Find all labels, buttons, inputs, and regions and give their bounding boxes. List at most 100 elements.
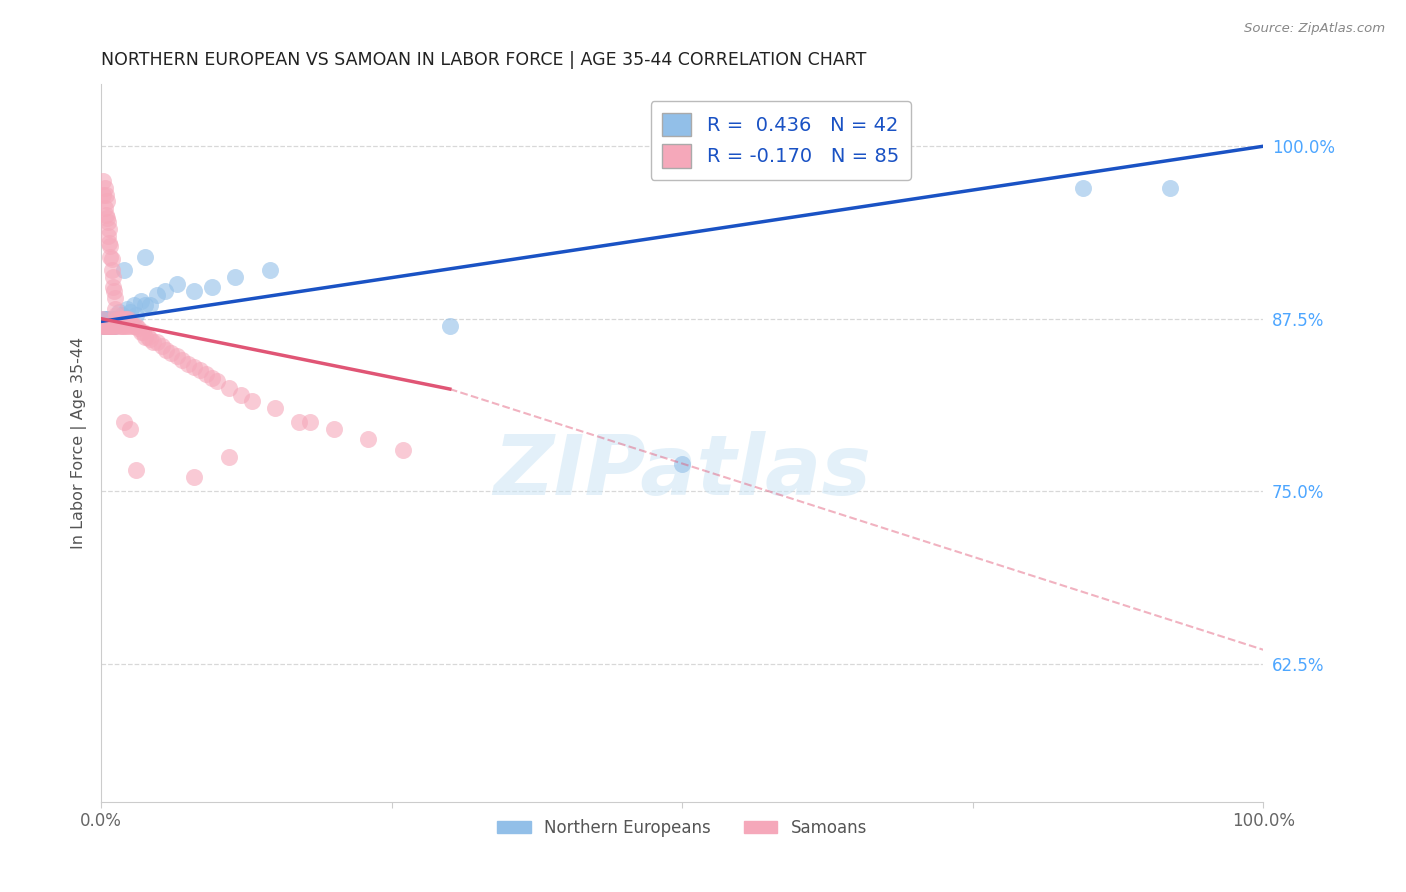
Point: [121, 318, 143, 333]
Point: [132, 326, 155, 340]
Point: [93, 187, 115, 202]
Point: [120, 305, 142, 319]
Point: [127, 321, 149, 335]
Point: [105, 311, 128, 326]
Point: [105, 308, 128, 322]
Point: [224, 270, 246, 285]
Point: [194, 367, 217, 381]
Point: [98, 311, 121, 326]
Point: [139, 332, 162, 346]
Point: [104, 318, 127, 333]
Point: [134, 329, 156, 343]
Point: [91, 318, 114, 333]
Point: [100, 318, 122, 333]
Point: [218, 381, 240, 395]
Point: [100, 250, 122, 264]
Point: [114, 311, 136, 326]
Point: [134, 250, 156, 264]
Point: [120, 316, 142, 330]
Point: [218, 450, 240, 464]
Point: [93, 318, 115, 333]
Point: [93, 318, 115, 333]
Point: [98, 318, 121, 333]
Point: [100, 318, 122, 333]
Point: [108, 311, 131, 326]
Point: [91, 311, 114, 326]
Point: [98, 318, 121, 333]
Point: [183, 470, 205, 484]
Point: [94, 208, 117, 222]
Point: [111, 311, 134, 326]
Point: [111, 308, 134, 322]
Point: [91, 311, 114, 326]
Point: [357, 432, 380, 446]
Point: [96, 318, 118, 333]
Point: [98, 235, 121, 250]
Point: [101, 270, 124, 285]
Point: [103, 311, 125, 326]
Point: [108, 311, 131, 326]
Point: [146, 335, 169, 350]
Point: [112, 263, 135, 277]
Point: [112, 318, 135, 333]
Point: [125, 463, 148, 477]
Point: [110, 318, 132, 333]
Point: [97, 318, 120, 333]
Point: [136, 329, 159, 343]
Point: [93, 202, 115, 216]
Point: [100, 263, 122, 277]
Point: [96, 211, 118, 225]
Point: [322, 422, 344, 436]
Point: [97, 215, 120, 229]
Point: [94, 318, 117, 333]
Point: [122, 318, 145, 333]
Point: [100, 238, 122, 252]
Point: [112, 311, 135, 326]
Point: [129, 293, 152, 308]
Text: Source: ZipAtlas.com: Source: ZipAtlas.com: [1244, 22, 1385, 36]
Point: [166, 349, 188, 363]
Point: [101, 318, 124, 333]
Point: [101, 318, 124, 333]
Point: [100, 316, 122, 330]
Point: [104, 291, 127, 305]
Point: [200, 371, 222, 385]
Point: [183, 359, 205, 374]
Point: [93, 180, 115, 194]
Point: [93, 311, 115, 326]
Point: [139, 298, 162, 312]
Point: [392, 442, 415, 457]
Point: [104, 318, 127, 333]
Point: [129, 326, 152, 340]
Point: [1159, 180, 1181, 194]
Point: [103, 284, 125, 298]
Point: [107, 311, 129, 326]
Text: NORTHERN EUROPEAN VS SAMOAN IN LABOR FORCE | AGE 35-44 CORRELATION CHART: NORTHERN EUROPEAN VS SAMOAN IN LABOR FOR…: [101, 51, 866, 69]
Point: [172, 353, 194, 368]
Point: [107, 316, 129, 330]
Point: [240, 394, 263, 409]
Point: [93, 318, 115, 333]
Point: [153, 284, 176, 298]
Point: [120, 422, 142, 436]
Point: [100, 311, 122, 326]
Point: [101, 316, 124, 330]
Point: [94, 187, 117, 202]
Point: [142, 335, 165, 350]
Y-axis label: In Labor Force | Age 35-44: In Labor Force | Age 35-44: [72, 337, 87, 549]
Point: [439, 318, 461, 333]
Point: [94, 318, 117, 333]
Point: [125, 308, 148, 322]
Point: [112, 415, 135, 429]
Point: [299, 415, 322, 429]
Legend: Northern Europeans, Samoans: Northern Europeans, Samoans: [491, 812, 875, 844]
Point: [112, 311, 135, 326]
Point: [166, 277, 188, 292]
Point: [118, 318, 141, 333]
Point: [112, 318, 135, 333]
Point: [177, 357, 200, 371]
Point: [183, 284, 205, 298]
Point: [134, 298, 156, 312]
Point: [207, 374, 229, 388]
Point: [96, 311, 118, 326]
